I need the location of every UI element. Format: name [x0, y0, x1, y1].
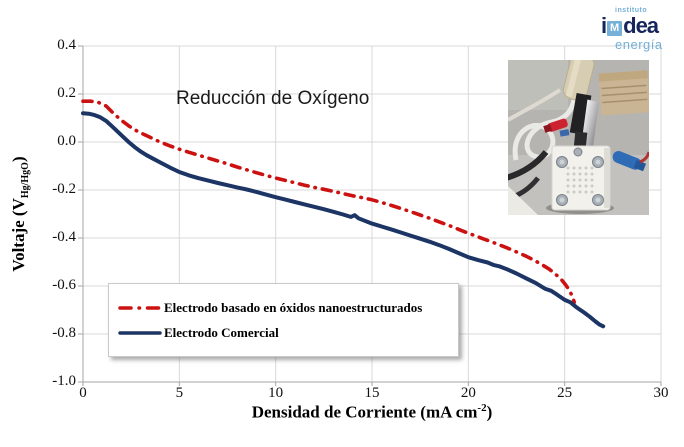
y-tick-label: 0.4 — [57, 37, 76, 53]
x-tick-label: 5 — [175, 385, 184, 401]
photo-cell-hole — [566, 184, 570, 188]
y-tick-label: 0.0 — [57, 133, 76, 149]
photo-cell-hole — [584, 172, 588, 176]
photo-cell-hole — [590, 178, 594, 182]
x-axis-title-superscript: -2 — [477, 402, 487, 414]
photo-cell-hole — [572, 172, 576, 176]
photo-paper — [508, 186, 538, 215]
photo-cell-hole — [566, 190, 570, 194]
photo-cell-hole — [572, 184, 576, 188]
x-axis-tick-labels: 0 5 10 15 20 25 30 — [0, 385, 684, 405]
photo-clamp-holder — [562, 60, 595, 101]
y-tick-label: -1.0 — [52, 373, 76, 389]
x-axis-title-text: Densidad de Corriente (mA cm — [251, 402, 478, 422]
photo-blue-clip — [612, 151, 647, 172]
photo-cell-hole — [578, 190, 582, 194]
legend-label: Electrodo basado en óxidos nanoestructur… — [164, 299, 423, 315]
x-tick-label: 0 — [79, 385, 87, 401]
x-tick-label: 30 — [653, 385, 669, 401]
photo-cell-hole-grid — [566, 166, 594, 194]
photo-cell-hole — [578, 172, 582, 176]
photo-cell-hole — [572, 190, 576, 194]
chart-title: Reducción de Oxígeno — [176, 88, 370, 109]
y-axis-title-text: Voltaje (V — [8, 198, 28, 272]
photo-white-tubing — [512, 99, 577, 161]
logo-m-box: M — [607, 21, 623, 36]
photo-cell-hole — [584, 178, 588, 182]
legend-line-sample-solid — [118, 330, 162, 335]
legend-line-sample-dashdot — [118, 305, 162, 310]
photo-cell-hole — [584, 166, 588, 170]
y-tick-label: 0.2 — [57, 85, 76, 101]
photo-cell-hole — [572, 178, 576, 182]
logo-energia-text: energía — [615, 37, 663, 52]
photo-black-wire — [508, 150, 549, 181]
logo-letter-i: i — [601, 13, 607, 38]
x-tick-label: 15 — [364, 385, 380, 401]
photo-cell-hole — [584, 190, 588, 194]
y-tick-label: -0.4 — [52, 229, 76, 245]
photo-cell-hole — [590, 172, 594, 176]
logo-wordmark: i M dea — [601, 15, 681, 37]
y-tick-label: -0.6 — [52, 277, 76, 293]
experiment-photo-inset — [508, 60, 649, 215]
x-tick-label: 25 — [557, 385, 573, 401]
series-line-dash-dot — [81, 99, 577, 305]
x-axis-title-suffix: ) — [486, 402, 493, 422]
y-axis-title-suffix: ) — [8, 156, 28, 163]
series-line-solid — [81, 111, 606, 329]
y-axis-tick-labels: 0.4 0.2 0.0 -0.2 -0.4 -0.6 -0.8 -1.0 — [34, 0, 76, 447]
x-tick-label: 10 — [268, 385, 284, 401]
photo-cell-bolts — [556, 156, 604, 206]
y-axis-title-subscript: Hg/HgO — [20, 162, 32, 199]
y-axis-title: Voltaje (VHg/HgO) — [9, 156, 31, 271]
photo-cell-hole — [578, 178, 582, 182]
y-tick-label: -0.8 — [52, 325, 76, 341]
legend-item-comercial: Electrodo Comercial — [109, 325, 458, 341]
photo-cell-hole — [584, 184, 588, 188]
photo-cell-hole — [566, 178, 570, 182]
x-tick-label: 20 — [460, 385, 476, 401]
photo-cell-hole — [590, 166, 594, 170]
photo-cell-hole — [578, 184, 582, 188]
legend-box: Electrodo basado en óxidos nanoestructur… — [108, 283, 459, 357]
y-tick-label: -0.2 — [52, 181, 76, 197]
legend-label: Electrodo Comercial — [164, 324, 279, 340]
photo-cell-side — [604, 148, 610, 208]
photo-cell-hole — [590, 190, 594, 194]
photo-cell-hole — [572, 166, 576, 170]
x-axis-title: Densidad de Corriente (mA cm-2) — [252, 402, 493, 423]
photo-cell-hole — [590, 184, 594, 188]
photo-red-clip — [543, 118, 568, 133]
photo-cell-hole — [566, 166, 570, 170]
logo-letters-dea: dea — [623, 13, 659, 38]
photo-blue-connector — [559, 129, 570, 137]
legend-item-nanostructured: Electrodo basado en óxidos nanoestructur… — [109, 300, 458, 316]
photo-cardboard-box — [598, 70, 649, 116]
photo-white-tubing-2 — [508, 88, 562, 122]
logo-letter-m: M — [610, 22, 620, 34]
photo-top-bolt — [573, 147, 583, 157]
photo-cell-hole — [578, 166, 582, 170]
logo-instituto-text: instituto — [615, 7, 648, 14]
imdea-energia-logo: instituto i M dea energía — [601, 7, 681, 51]
photo-red-wire — [639, 151, 649, 164]
photo-cell-hole — [566, 172, 570, 176]
